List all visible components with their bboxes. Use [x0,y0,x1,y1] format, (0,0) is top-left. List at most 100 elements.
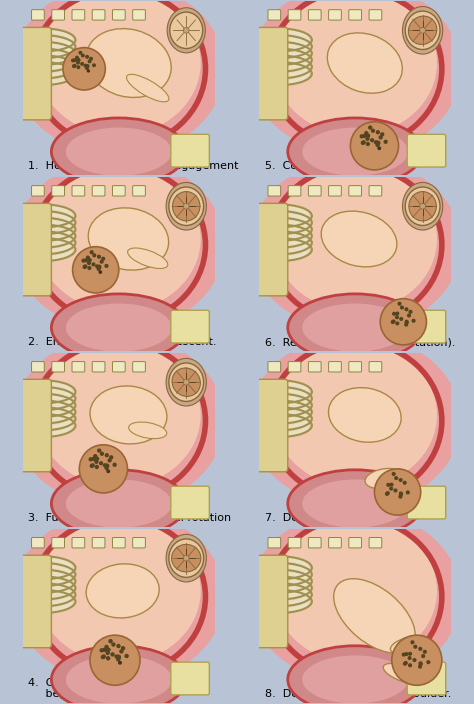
Circle shape [379,136,382,139]
Circle shape [84,259,87,262]
Ellipse shape [405,11,440,49]
Ellipse shape [288,470,423,537]
Circle shape [77,58,80,61]
FancyBboxPatch shape [92,362,105,372]
Circle shape [117,645,120,648]
FancyBboxPatch shape [112,186,125,196]
Circle shape [361,142,365,144]
Ellipse shape [321,211,397,267]
Circle shape [79,445,128,493]
Circle shape [387,484,390,486]
Circle shape [94,455,97,458]
Ellipse shape [288,646,423,704]
Ellipse shape [128,422,167,439]
Circle shape [100,452,103,455]
Ellipse shape [66,655,172,703]
Circle shape [105,646,108,648]
Circle shape [76,56,78,59]
Ellipse shape [66,479,172,527]
Ellipse shape [13,334,225,508]
Ellipse shape [409,191,437,221]
FancyBboxPatch shape [257,379,288,472]
Circle shape [101,655,104,659]
Circle shape [405,321,408,324]
Ellipse shape [172,368,201,396]
Circle shape [377,146,381,150]
FancyBboxPatch shape [407,486,446,519]
FancyBboxPatch shape [133,186,146,196]
Ellipse shape [90,386,167,444]
FancyBboxPatch shape [133,362,146,372]
Circle shape [102,258,105,260]
Circle shape [419,662,422,665]
Circle shape [87,69,90,73]
Circle shape [390,487,392,490]
Circle shape [371,139,374,142]
Circle shape [393,313,395,315]
FancyBboxPatch shape [309,186,321,196]
Ellipse shape [88,208,169,270]
Circle shape [77,66,80,68]
Ellipse shape [37,167,201,311]
FancyBboxPatch shape [268,186,281,196]
Circle shape [404,662,407,665]
Circle shape [73,246,119,293]
Circle shape [408,657,411,660]
FancyBboxPatch shape [309,538,321,548]
Circle shape [120,650,123,653]
Circle shape [91,465,93,467]
Circle shape [386,493,388,495]
Circle shape [365,132,368,134]
FancyBboxPatch shape [407,662,446,695]
Circle shape [403,662,406,665]
Ellipse shape [302,655,408,703]
FancyBboxPatch shape [133,10,146,20]
FancyBboxPatch shape [92,186,105,196]
Ellipse shape [51,118,186,185]
Circle shape [386,492,389,494]
Circle shape [77,58,80,61]
FancyBboxPatch shape [288,362,301,372]
Circle shape [380,298,427,345]
Circle shape [105,454,108,457]
Circle shape [367,134,370,137]
FancyBboxPatch shape [171,310,210,343]
Circle shape [107,657,109,660]
Ellipse shape [302,303,408,352]
Circle shape [113,463,116,466]
Ellipse shape [167,8,205,53]
FancyBboxPatch shape [309,10,321,20]
Ellipse shape [37,0,201,135]
Ellipse shape [173,191,200,221]
Ellipse shape [402,182,443,230]
FancyBboxPatch shape [112,538,125,548]
Ellipse shape [273,519,437,663]
Circle shape [390,483,393,486]
Ellipse shape [328,388,401,442]
Circle shape [183,379,189,385]
Circle shape [125,655,128,658]
Circle shape [413,659,416,662]
Ellipse shape [405,187,440,225]
Circle shape [396,316,398,318]
Circle shape [376,144,379,146]
Text: 1.  Head floating, before engagement: 1. Head floating, before engagement [28,161,239,171]
Circle shape [73,65,76,67]
Circle shape [88,259,91,262]
Ellipse shape [66,127,172,176]
Circle shape [409,310,412,313]
Circle shape [73,65,75,68]
Ellipse shape [169,187,204,225]
Circle shape [89,458,92,461]
Circle shape [409,653,411,655]
Circle shape [372,130,374,132]
Circle shape [363,134,366,137]
Ellipse shape [169,363,204,401]
FancyBboxPatch shape [407,310,446,343]
Circle shape [419,203,426,209]
FancyBboxPatch shape [268,362,281,372]
FancyBboxPatch shape [32,538,44,548]
Circle shape [95,460,98,463]
Circle shape [374,141,377,144]
Text: 4.  Complete rotation,
     beginning extension: 4. Complete rotation, beginning extensio… [28,677,159,699]
